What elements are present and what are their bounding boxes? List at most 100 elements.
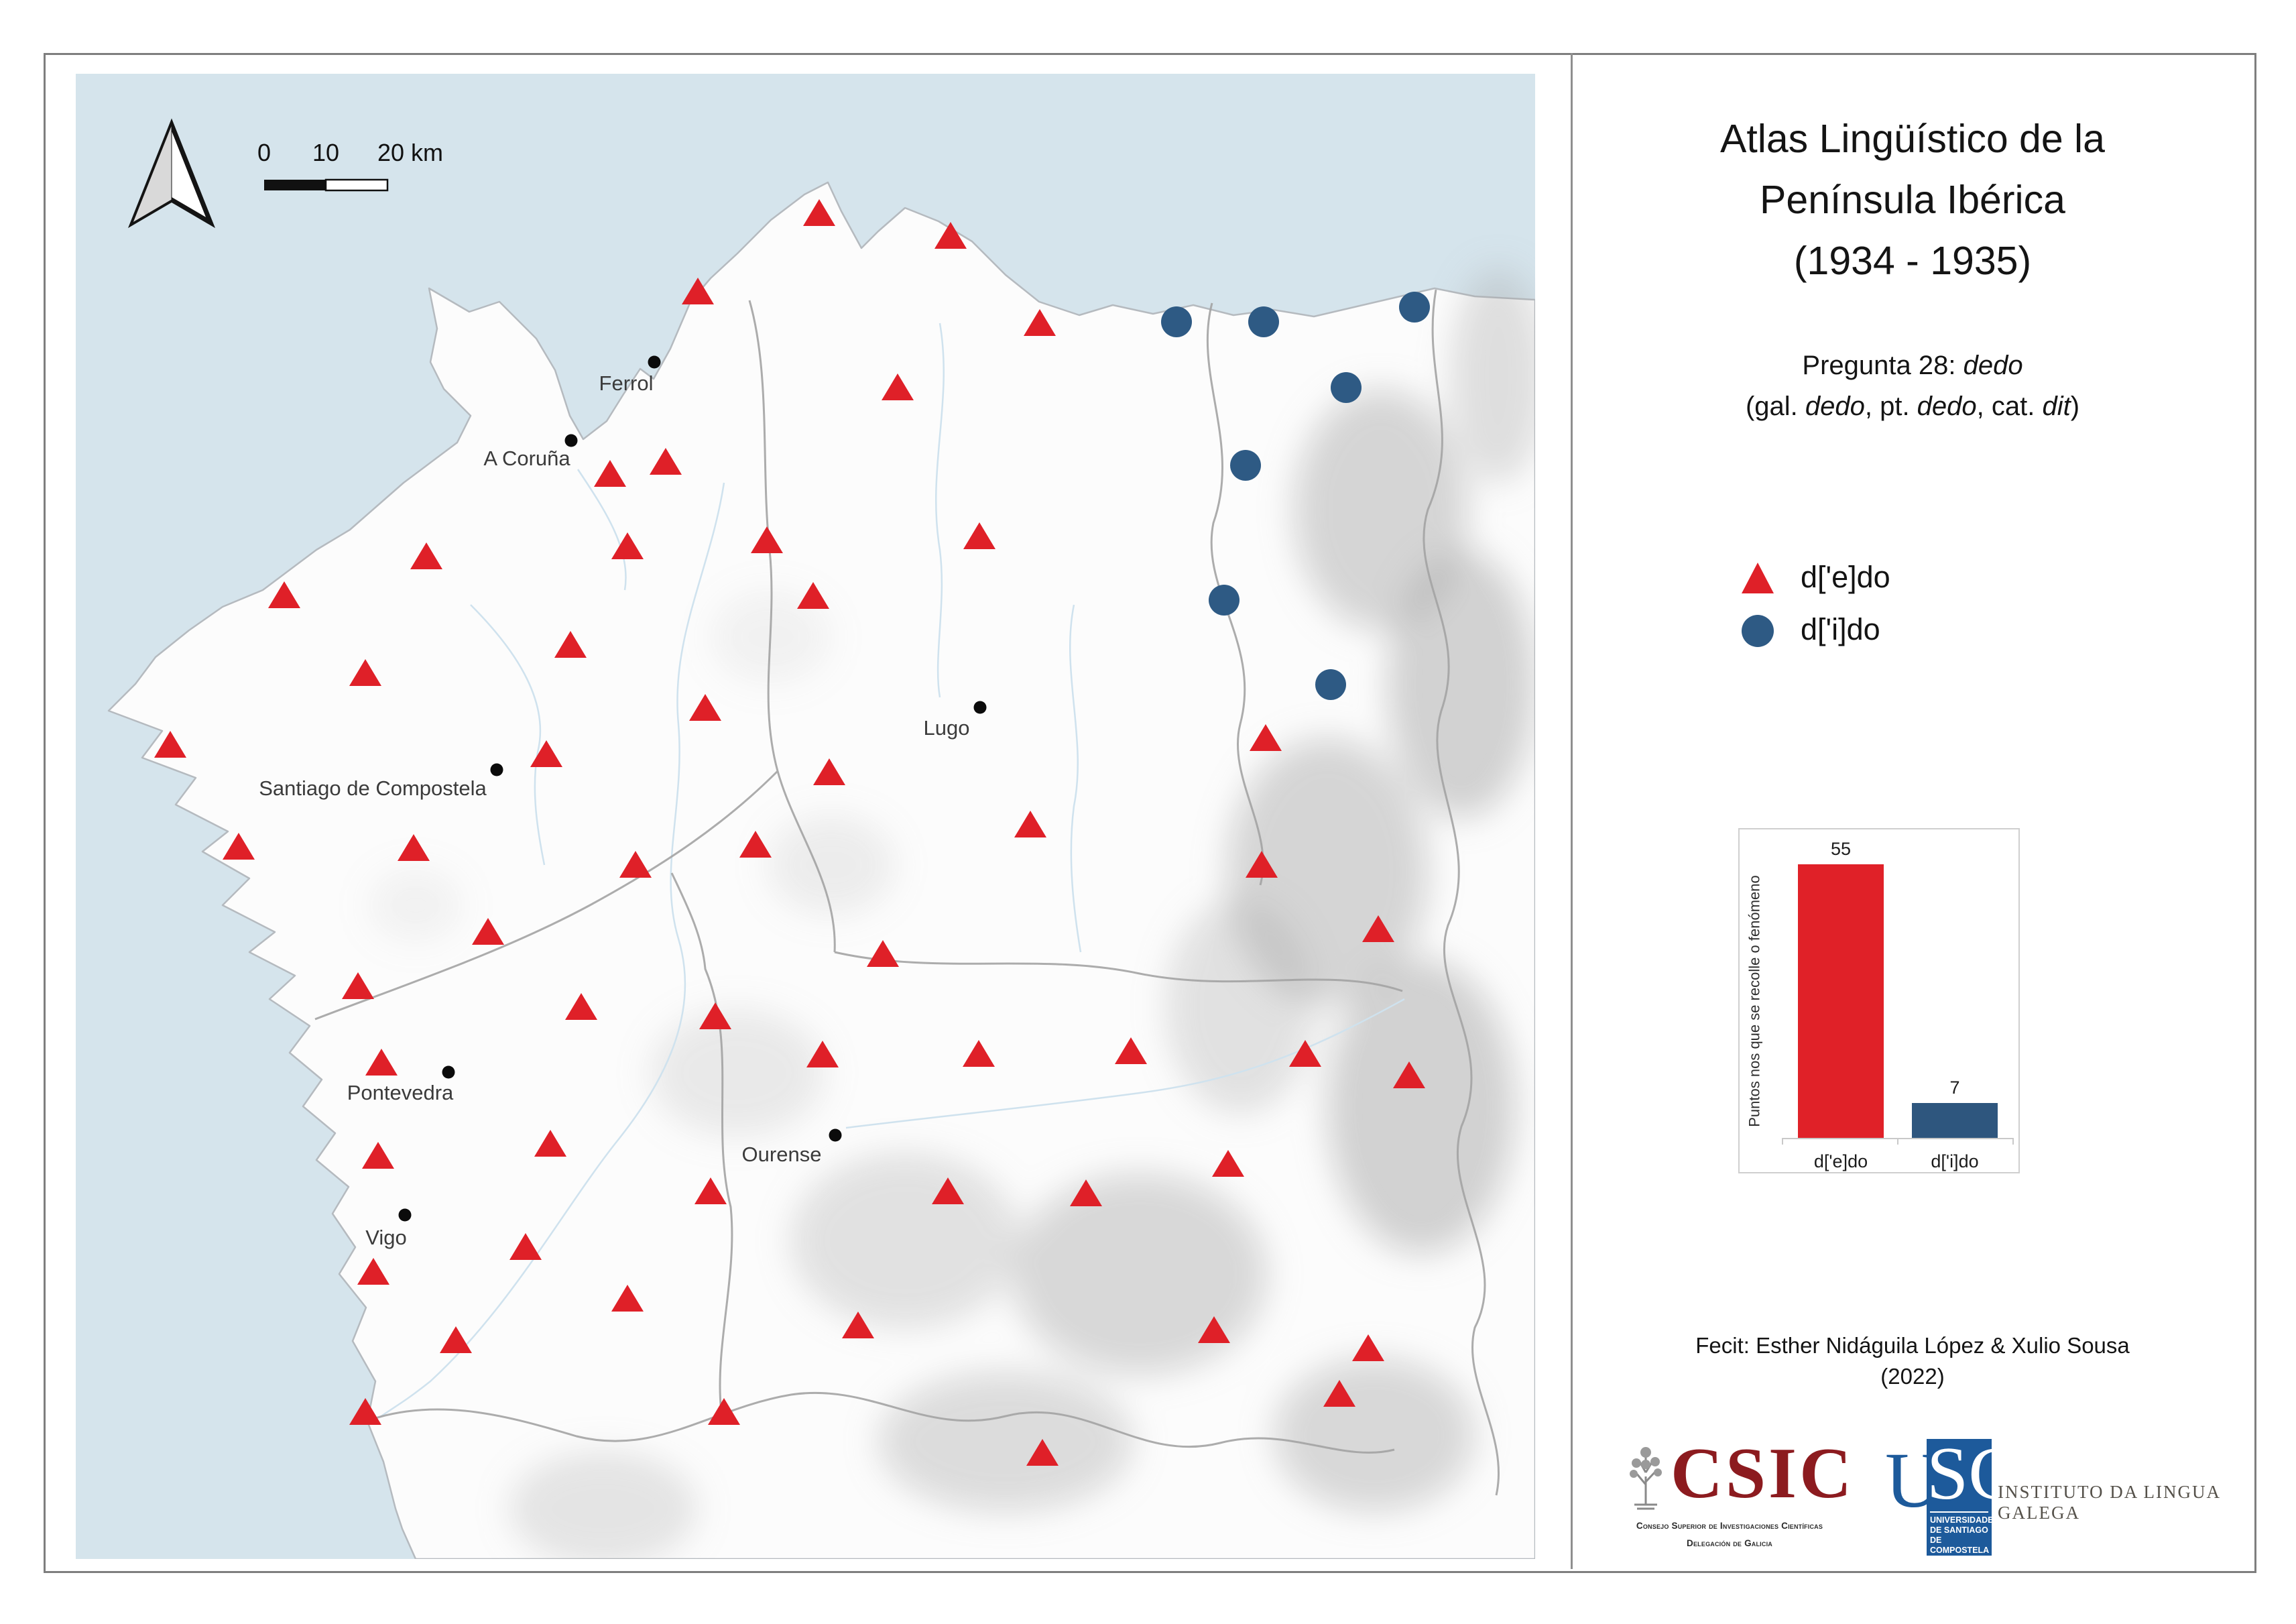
point-triangle-dedo-e [694,1177,727,1204]
point-triangle-dedo-e [934,222,967,249]
point-triangle-dedo-e [1362,915,1394,942]
scale-bar-label: 10 [312,139,339,166]
galicia-map: 0 10 20 km Ferrol A Coruña Lugo Santiago de C… [76,74,1535,1559]
point-triangle-dedo-e [882,373,914,400]
city-label: Pontevedra [347,1081,454,1104]
scale-bar-labels: 0 10 20 km [257,139,443,166]
usc-logo: SC UNIVERSIDADE DE SANTIAGO DE COMPOSTELA [1927,1432,2018,1556]
point-triangle-dedo-e [440,1326,472,1353]
point-triangle-dedo-e [797,582,829,609]
point-triangle-dedo-e [682,278,714,304]
point-triangle-dedo-e [1115,1037,1147,1064]
point-triangle-dedo-e [1250,724,1282,751]
point-triangle-dedo-e [1212,1150,1244,1177]
point-triangle-dedo-e [1352,1334,1384,1361]
city-label: Ourense [742,1143,822,1166]
city-labels: Ferrol A Coruña Lugo Santiago de Compostela… [259,355,987,1249]
axis-tick [2012,1138,2014,1145]
point-triangle-dedo-e [619,851,652,878]
point-triangle-dedo-e [1070,1179,1102,1206]
point-triangle-dedo-e [534,1130,566,1157]
point-triangle-dedo-e [1246,851,1278,878]
legend-label: d['i]do [1801,612,1880,646]
point-triangle-dedo-e [154,731,186,758]
credit-line-2: (2022) [1880,1364,1945,1389]
point-circle-dedo-i [1161,306,1192,337]
map-subtitle: Pregunta 28: dedo (gal. dedo, pt. dedo, … [1609,345,2216,427]
point-triangle-dedo-e [803,199,835,226]
map-title: Atlas Lingüístico de la Península Ibéric… [1609,109,2216,292]
usc-logo-text: UNIVERSIDADE DE SANTIAGO DE COMPOSTELA [1930,1511,1993,1556]
point-triangle-dedo-e [594,460,626,487]
city-label: A Coruña [483,447,570,470]
point-circle-dedo-i [1230,450,1261,481]
point-triangle-dedo-e [963,522,995,549]
summary-bar-chart: Puntos nos que se recolle o fenómeno 55 d… [1738,828,2020,1173]
point-triangle-dedo-e [1014,811,1046,837]
city-dot [648,355,661,369]
legend-label: d['e]do [1801,560,1890,594]
city-dot [398,1208,412,1222]
point-triangle-dedo-e [223,833,255,860]
csic-subtitle-1: Consejo Superior de Investigaciones Cien… [1636,1521,1823,1531]
bar-d['e]do [1798,864,1884,1138]
point-triangle-dedo-e [611,532,644,559]
point-triangle-dedo-e [813,758,845,785]
point-triangle-dedo-e [365,1049,398,1076]
city-label: Ferrol [599,371,654,395]
point-triangle-dedo-e [1289,1040,1321,1067]
point-triangle-dedo-e [1323,1380,1355,1407]
scale-bar [264,178,389,192]
point-triangle-dedo-e [410,542,442,569]
point-triangle-dedo-e [963,1040,995,1067]
point-triangle-dedo-e [472,918,504,945]
city-label: Lugo [924,716,970,740]
csic-subtitle-2: Delegación de Galicia [1687,1538,1772,1548]
bar-value-label: 55 [1830,839,1852,859]
point-triangle-dedo-e [689,694,721,721]
subtitle-translations: (gal. dedo, pt. dedo, cat. dit) [1745,392,2080,421]
admin-boundaries [314,289,1500,1496]
point-triangle-dedo-e [751,526,783,553]
point-circle-dedo-i [1315,669,1346,700]
panel-divider [1571,53,1573,1569]
point-triangle-dedo-e [357,1258,389,1285]
legend-circle-icon [1742,615,1774,647]
bar-d['i]do [1912,1103,1998,1138]
point-circle-dedo-i [1209,585,1240,616]
point-triangle-dedo-e [565,993,597,1020]
point-circle-dedo-i [1331,372,1362,403]
point-triangle-dedo-e [349,1398,381,1425]
usc-logo-sc: SC [1927,1432,2018,1515]
credits: Fecit: Esther Nidáguila López & Xulio So… [1609,1330,2216,1392]
city-dot [564,434,578,447]
point-circle-dedo-i [1248,306,1279,337]
rivers [379,323,1405,1419]
legend-triangle-icon [1742,563,1774,593]
subtitle-question: Pregunta 28: dedo [1802,351,2023,380]
point-triangle-dedo-e [708,1398,740,1425]
ilg-logo-text: INSTITUTO DA LINGUA GALEGA [1998,1482,2220,1523]
point-triangle-dedo-e [611,1285,644,1312]
csic-emblem-icon [1630,1447,1662,1510]
point-triangle-dedo-e [1393,1061,1425,1088]
point-triangle-dedo-e [806,1041,839,1067]
scale-bar-label: 20 km [377,139,443,166]
point-triangle-dedo-e [268,581,300,608]
chart-y-axis-label: Puntos nos que se recolle o fenómeno [1746,874,1764,1127]
bar-category-label: d['e]do [1813,1151,1868,1171]
bar-value-label: 7 [1949,1078,1960,1098]
axis-tick [1782,1138,1783,1145]
city-label: Vigo [365,1226,407,1249]
point-triangle-dedo-e [867,940,899,967]
point-triangle-dedo-e [739,831,772,858]
point-triangle-dedo-e [1026,1439,1059,1466]
city-dot [490,763,503,776]
city-dot [973,701,987,714]
point-triangle-dedo-e [650,448,682,475]
point-triangle-dedo-e [1198,1316,1230,1343]
title-line-1: Atlas Lingüístico de la [1720,117,2105,161]
point-triangle-dedo-e [342,972,374,999]
point-circle-dedo-i [1399,292,1430,323]
